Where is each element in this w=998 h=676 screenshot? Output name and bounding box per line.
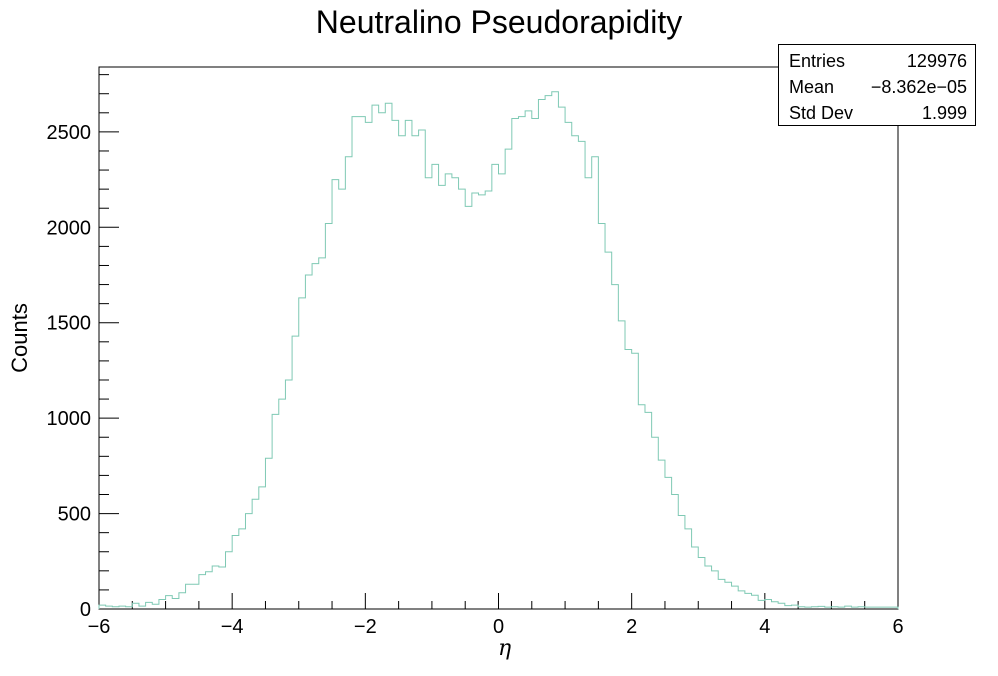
y-tick-label: 2000 bbox=[47, 217, 92, 239]
histogram-series-line bbox=[98, 91, 899, 609]
x-tick-label: −2 bbox=[354, 616, 377, 638]
y-axis-ticks bbox=[99, 74, 119, 610]
plot-frame bbox=[98, 66, 899, 610]
stats-row-mean: Mean −8.362e−05 bbox=[789, 74, 967, 100]
y-tick-label: 1500 bbox=[47, 313, 92, 335]
x-axis-ticks bbox=[98, 593, 899, 609]
x-tick-label: 0 bbox=[493, 616, 504, 638]
stats-entries-label: Entries bbox=[789, 51, 846, 71]
y-tick-label: 500 bbox=[58, 504, 91, 526]
stats-entries-value: 129976 bbox=[906, 51, 967, 71]
stats-box: Entries 129976 Mean −8.362e−05 Std Dev 1… bbox=[778, 44, 976, 126]
stats-stddev-value: 1.999 bbox=[921, 103, 967, 123]
stats-mean-label: Mean bbox=[789, 77, 835, 97]
y-tick-label: 2500 bbox=[47, 122, 92, 144]
x-tick-label: −4 bbox=[221, 616, 244, 638]
stats-row-entries: Entries 129976 bbox=[789, 48, 967, 74]
y-tick-label: 1000 bbox=[47, 408, 92, 430]
x-tick-label: 4 bbox=[759, 616, 770, 638]
x-axis-tick-labels: −6 −4 −2 0 2 4 6 bbox=[88, 616, 904, 638]
stats-mean-value: −8.362e−05 bbox=[870, 77, 967, 97]
x-tick-label: 2 bbox=[626, 616, 637, 638]
y-axis-label: Counts bbox=[7, 303, 32, 373]
y-tick-label: 0 bbox=[80, 599, 91, 621]
stats-row-stddev: Std Dev 1.999 bbox=[789, 100, 967, 126]
chart-title: Neutralino Pseudorapidity bbox=[315, 4, 683, 40]
x-tick-label: 6 bbox=[892, 616, 903, 638]
x-axis-label: η bbox=[498, 636, 512, 661]
x-tick-label: −6 bbox=[88, 616, 111, 638]
y-axis-tick-labels: 0 500 1000 1500 2000 2500 bbox=[47, 122, 92, 621]
stats-stddev-label: Std Dev bbox=[789, 103, 854, 123]
